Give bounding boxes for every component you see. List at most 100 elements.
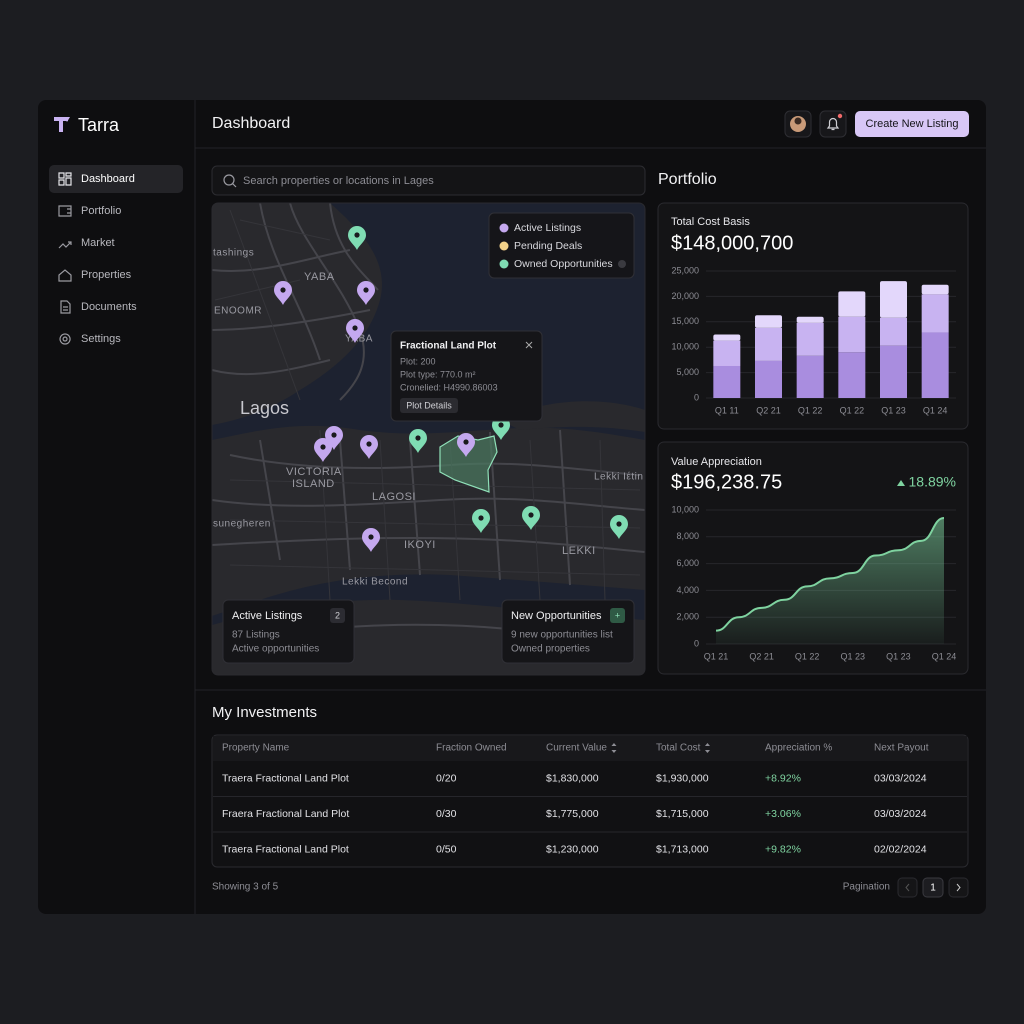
table-body: Property Name Fraction Owned Current Value… [213, 743, 967, 855]
y-tick-label: 25,000 [671, 265, 699, 275]
column-header: Fraction Owned [436, 743, 507, 754]
nav-item[interactable]: Portfolio [81, 205, 121, 217]
map-label: tashings [213, 248, 254, 259]
table-cell: 02/02/2024 [874, 843, 927, 855]
legend-label: Pending Deals [514, 240, 582, 252]
legend-entries: Active Listings Pending Deals Owned Opport… [499, 222, 613, 270]
bar-segment [755, 315, 782, 328]
search-box[interactable] [211, 165, 646, 196]
prev-page[interactable] [897, 877, 918, 898]
nav-icon [59, 333, 71, 345]
bell-icon [826, 117, 840, 131]
chart-value: $148,000,700 [671, 232, 793, 254]
map-legend [488, 212, 635, 279]
page-button[interactable] [922, 877, 944, 898]
map-pin[interactable] [346, 319, 364, 343]
map-pin[interactable] [522, 506, 540, 530]
popup-close[interactable] [525, 341, 533, 349]
table-cell: $1,230,000 [546, 843, 599, 855]
y-tick-label: 0 [694, 638, 699, 648]
table-cell: +9.82% [765, 843, 801, 855]
map-card-line: 87 Listings [232, 630, 280, 641]
table-cell: 03/03/2024 [874, 772, 927, 784]
showing-count: Showing 3 of 5 [212, 882, 279, 893]
plot-details-button[interactable] [400, 398, 458, 413]
brand-logo [54, 117, 70, 132]
map-pin[interactable] [314, 438, 332, 462]
map-pin-dot [331, 432, 337, 438]
table-header [213, 736, 967, 761]
search-icon [223, 174, 235, 186]
prev-arrow [905, 883, 910, 892]
area-line [715, 517, 945, 632]
y-tick-label: 10,000 [671, 342, 699, 352]
nav: Dashboard Portfolio Market Properties Docume… [58, 172, 137, 345]
bar-segment [838, 352, 866, 398]
next-page[interactable] [948, 877, 969, 898]
map-pin[interactable] [492, 416, 510, 440]
bar-segment [713, 340, 741, 366]
map-pin[interactable] [360, 435, 378, 459]
nav-icon [58, 172, 72, 186]
map-label: sunegheren [213, 519, 271, 530]
bar-segment [921, 294, 949, 333]
map-pin-dot [352, 325, 358, 331]
bar-segment [796, 322, 824, 356]
map-label: VICTORIA [286, 466, 342, 478]
plot-details-label: Plot Details [406, 400, 452, 410]
map-pin[interactable] [325, 426, 343, 450]
x-tick-label: Q1 23 [881, 405, 906, 415]
charts: Total Cost Basis $148,000,700 0 5,000 10,000… [671, 216, 956, 661]
map-pin[interactable] [348, 226, 366, 250]
map-pin[interactable] [472, 509, 490, 533]
y-tick-label: 5,000 [676, 367, 699, 377]
map-pin[interactable] [409, 429, 427, 453]
map-label: YABA [345, 334, 373, 345]
map-pin[interactable] [362, 528, 380, 552]
x-tick-label: Q1 24 [932, 651, 957, 661]
bar-segment [880, 317, 907, 346]
legend-label: Owned Opportunities [514, 258, 613, 270]
map-pin[interactable] [357, 281, 375, 305]
chart-change: 18.89% [909, 474, 956, 490]
notifications-button[interactable] [819, 110, 847, 138]
next-arrow [956, 883, 961, 892]
map-card-line: Active opportunities [232, 644, 319, 655]
map-pin[interactable] [274, 281, 292, 305]
column-header: Property Name [222, 743, 290, 754]
bar-segment [796, 355, 824, 398]
x-tick-label: Q1 22 [795, 651, 820, 661]
nav-item[interactable]: Dashboard [81, 173, 135, 185]
map-pin[interactable] [457, 433, 475, 457]
map-card [501, 599, 635, 664]
nav-item[interactable]: Properties [81, 269, 132, 281]
pagination-label: Pagination [843, 882, 890, 893]
column-header[interactable]: Total Cost [656, 743, 701, 754]
bar-segment [838, 291, 866, 317]
column-header[interactable]: Current Value [546, 743, 607, 754]
x-tick-label: Q2 21 [749, 651, 774, 661]
map-label: ISLAND [292, 478, 335, 490]
nav-item[interactable]: Settings [81, 333, 121, 345]
table-cell: Traera Fractional Land Plot [222, 772, 349, 784]
create-listing-button[interactable] [855, 111, 969, 137]
popup-title: Fractional Land Plot [400, 341, 497, 352]
nav-item[interactable]: Documents [81, 301, 137, 313]
map[interactable]: tashings YABA ENOOMR YABA Lagos VICTORIAISLAN… [212, 203, 645, 675]
table-cell: 0/20 [436, 772, 457, 784]
table-cell: $1,930,000 [656, 772, 709, 784]
map-border [211, 202, 646, 676]
map-card-line: Owned properties [511, 644, 590, 655]
nav-icon [60, 300, 71, 314]
avatar-hair [794, 117, 802, 125]
map-pin-dot [478, 515, 484, 521]
y-tick-label: 4,000 [676, 585, 699, 595]
map-pin[interactable] [610, 515, 628, 539]
x-tick-label: Q1 22 [840, 405, 865, 415]
nav-item[interactable]: Market [81, 237, 115, 249]
table-cell: $1,775,000 [546, 808, 599, 820]
map-pins [274, 226, 628, 552]
table-cell: 0/50 [436, 843, 457, 855]
bar-segment [796, 316, 824, 323]
